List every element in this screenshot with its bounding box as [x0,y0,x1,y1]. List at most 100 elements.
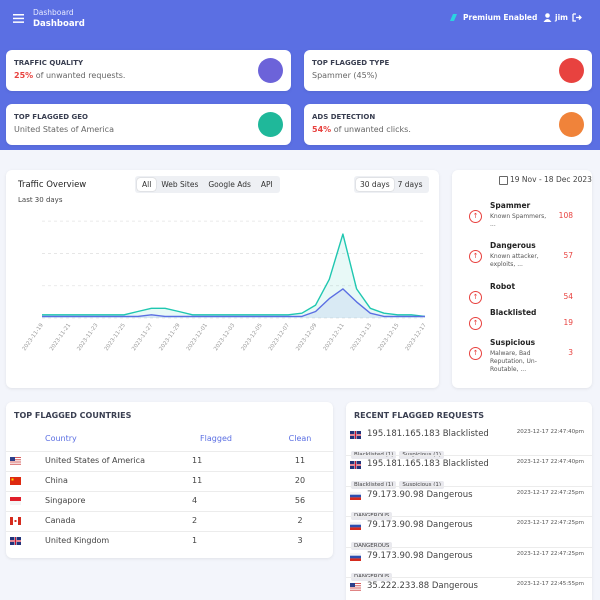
card-text-body: Spammer (45%) [312,71,378,80]
x-tick-label: 2023-12-13 [350,322,374,352]
country-name: United States of America [45,456,145,465]
stat-card: ADS DETECTION 54% of unwanted clicks. [304,104,592,145]
flag [350,522,361,531]
tab[interactable]: Google Ads [208,180,251,189]
card-text-body: of unwanted requests. [35,71,126,80]
country-name: United Kingdom [45,536,110,545]
request-ip: 195.181.165.183 [367,429,441,439]
request-time: 2023-12-17 22:45:55pm [516,581,584,587]
request-type: Dangerous [426,489,473,500]
clean-count: 20 [294,476,306,485]
tab[interactable]: API [260,180,273,189]
item-icon: ↑ [469,317,482,330]
flag-part [10,459,21,461]
flag-part [10,461,21,463]
flagged-count: 11 [192,456,203,465]
item-icon: ↑ [469,291,482,304]
card-text: Spammer (45%) [312,71,377,80]
logout-icon[interactable] [572,13,582,22]
x-tick-label: 2023-11-25 [104,322,128,352]
flag-part [350,527,361,531]
flag-part [350,464,361,466]
user[interactable]: jim [555,13,568,22]
flag [350,461,361,470]
tag-row: DANGEROUS [351,532,395,551]
flag-part [350,589,361,591]
flag [350,431,361,439]
request-line: 79.173.90.98 Dangerous [367,520,473,530]
flag-part [14,520,17,522]
flagged-count: 11 [192,476,203,485]
premium[interactable]: Premium Enabled [463,13,538,22]
row-divider [6,471,333,472]
request-time: 2023-12-17 22:47:40pm [516,459,584,466]
x-tick-label: 2023-12-07 [268,322,292,352]
clean-count: 2 [297,516,303,525]
menu-icon[interactable] [13,14,24,23]
flag [350,491,361,500]
column-header: Country [45,434,77,443]
tab[interactable]: Web Sites [161,180,199,189]
request-ip: 35.222.233.88 [367,581,430,591]
item-name: Robot [490,282,516,291]
card-icon [258,58,283,83]
overview-subtitle: Last 30 days [18,196,63,204]
flag-part [10,540,21,542]
item-desc: Known attacker, exploits, ... [490,253,539,268]
card-text: 54% of unwanted clicks. [312,125,411,134]
date-range: 19 Nov - 18 Dec 2023 [510,175,592,184]
flag-part [350,434,361,436]
item-icon: ↑ [469,250,482,263]
series-area [42,288,425,318]
request-line: 35.222.233.88 Dangerous [367,581,478,591]
item-count: 57 [563,251,573,260]
breadcrumb: Dashboard [33,8,74,17]
summary-panel: 19 Nov - 18 Dec 2023 ↑ Spammer Known Spamme… [452,170,592,388]
item-count: 19 [563,318,573,327]
request-ip: 195.181.165.183 [367,459,441,470]
card-title: TOP FLAGGED TYPE [312,59,390,67]
request-time: 2023-12-17 22:47:25pm [516,520,584,527]
tag-row: Blacklisted (1)Suspicious (1) [351,471,447,490]
item-count: 54 [563,292,573,301]
x-tick-label: 2023-11-21 [49,323,72,353]
tag: Suspicious (1) [399,451,445,459]
flag-part [10,497,21,501]
flag-part [350,583,361,591]
flag-part [10,457,15,461]
flag [10,517,21,525]
request-ip: 79.173.90.98 [367,520,424,531]
tag: DANGEROUS [351,572,393,581]
request-line: 195.181.165.183 Blacklisted [367,459,489,469]
flag-part [10,477,21,485]
row-divider [6,511,333,512]
card-text: United States of America [14,125,114,134]
flag [350,583,361,591]
tab[interactable]: All [137,178,157,191]
flag [10,457,21,465]
recent-title: RECENT FLAGGED REQUESTS [354,411,485,420]
flag-part [10,517,13,525]
range-tab[interactable]: 30 days [356,178,394,191]
item-name: Spammer [490,201,531,210]
tag: Blacklisted (1) [351,451,397,459]
user-icon [543,13,552,22]
row-divider [346,577,592,578]
request-line: 79.173.90.98 Dangerous [367,490,473,500]
item-count: 3 [568,348,573,357]
flag-part [350,587,361,589]
range-tab[interactable]: 7 days [397,180,423,189]
flag-part [350,557,361,561]
flagged-count: 4 [192,496,198,505]
card-title: TRAFFIC QUALITY [14,59,84,67]
flag [350,552,361,561]
x-tick-label: 2023-11-23 [76,322,100,352]
x-tick-label: 2023-11-29 [158,322,182,352]
country-name: Singapore [45,496,86,505]
tag: Suspicious (1) [399,481,445,490]
x-tick-label: 2023-12-09 [295,322,319,352]
flag-part [10,457,21,465]
request-type: Blacklisted [442,459,489,470]
flag-part [350,552,361,556]
